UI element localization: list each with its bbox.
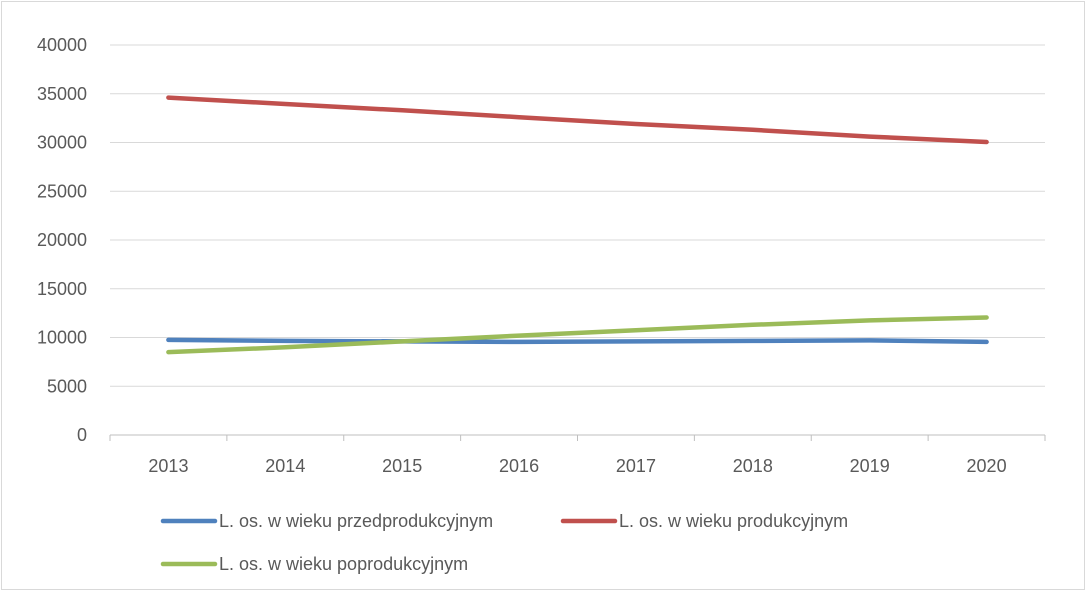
series-line-2: [166, 315, 989, 355]
series-line-1: [166, 95, 989, 145]
x-axis: 2013 2014 2015 2016 2017 2018 2019 2020: [109, 435, 1046, 476]
x-tick-label: 2016: [499, 456, 539, 476]
series-line-0: [166, 337, 989, 345]
x-tick-label: 2014: [265, 456, 305, 476]
legend-label: L. os. w wieku produkcyjnym: [619, 511, 848, 531]
y-tick-label: 0: [77, 425, 87, 445]
series-lines: [166, 95, 989, 355]
x-tick-label: 2019: [850, 456, 890, 476]
y-tick-label: 15000: [37, 279, 87, 299]
x-tick-label: 2013: [148, 456, 188, 476]
x-tick-label: 2017: [616, 456, 656, 476]
y-tick-label: 40000: [37, 35, 87, 55]
legend-label: L. os. w wieku poprodukcyjnym: [219, 554, 468, 574]
y-tick-label: 30000: [37, 133, 87, 153]
x-tick-label: 2015: [382, 456, 422, 476]
gridlines: [110, 44, 1045, 436]
y-tick-label: 5000: [47, 376, 87, 396]
legend-label: L. os. w wieku przedprodukcyjnym: [219, 511, 493, 531]
x-tick-label: 2018: [733, 456, 773, 476]
y-tick-label: 35000: [37, 84, 87, 104]
y-axis: 0 5000 10000 15000 20000 25000 30000 35000 40000: [37, 35, 87, 445]
legend: L. os. w wieku przedprodukcyjnym L. os. w…: [160, 511, 848, 574]
y-tick-label: 25000: [37, 181, 87, 201]
y-tick-label: 20000: [37, 230, 87, 250]
y-tick-label: 10000: [37, 328, 87, 348]
x-tick-label: 2020: [967, 456, 1007, 476]
